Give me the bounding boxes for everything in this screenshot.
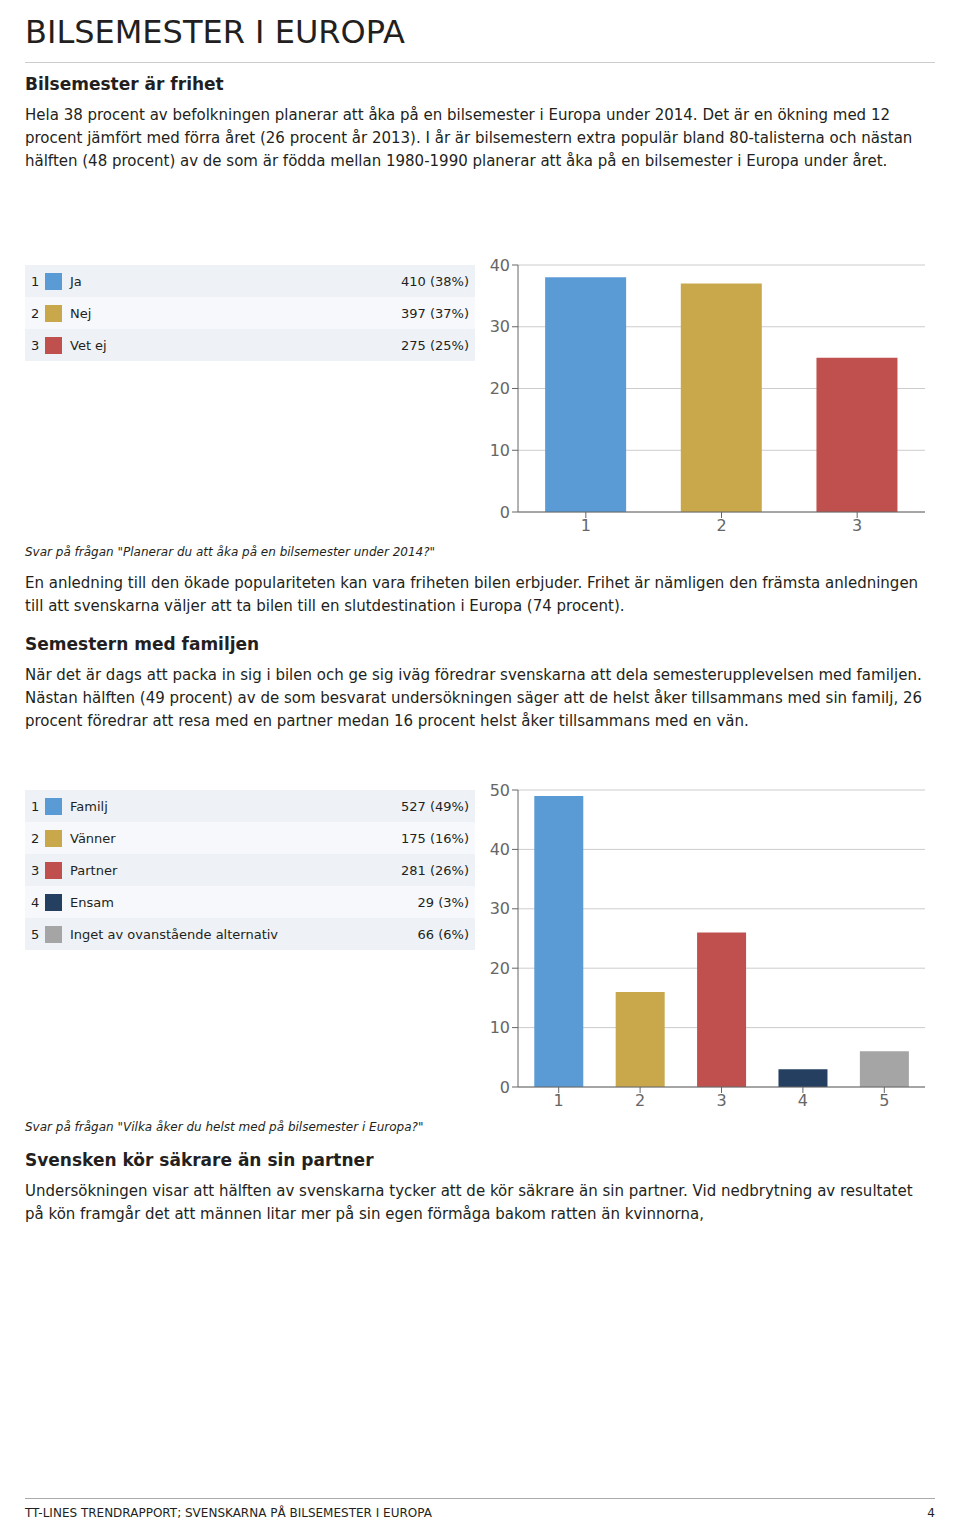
html-text:5: 5 [31, 926, 40, 942]
svg-text:30: 30 [490, 317, 510, 336]
svg-text:1: 1 [581, 516, 591, 535]
html-text:29 (3%): 29 (3%) [417, 894, 469, 910]
svg-text:20: 20 [490, 379, 510, 398]
html-text:281 (26%): 281 (26%) [401, 862, 469, 878]
html-text:4: 4 [927, 1506, 935, 1520]
html-text:Svensken kör säkrare än sin pa: Svensken kör säkrare än sin partner [25, 1150, 374, 1170]
svg-text:10: 10 [490, 1018, 510, 1037]
svg-text:3: 3 [716, 1091, 726, 1110]
html-text:Partner: Partner [70, 862, 118, 878]
svg-text:20: 20 [490, 959, 510, 978]
html-text:Ensam: Ensam [70, 894, 114, 910]
html-text:Nej: Nej [70, 305, 92, 321]
html-text:2: 2 [31, 305, 40, 321]
html-text:3: 3 [31, 862, 40, 878]
html-text:Familj: Familj [70, 798, 108, 814]
svg-text:40: 40 [490, 256, 510, 275]
html-text:Svar på frågan "Planerar du at: Svar på frågan "Planerar du att åka på e… [25, 545, 436, 559]
html-text:En anledning till den ökade po: En anledning till den ökade popularitete… [25, 574, 919, 615]
svg-text:4: 4 [798, 1091, 808, 1110]
svg-text:2: 2 [716, 516, 726, 535]
html-text:BILSEMESTER I EUROPA: BILSEMESTER I EUROPA [25, 13, 405, 51]
html-text:Vet ej: Vet ej [70, 337, 107, 353]
html-text:Undersökningen visar att hälft: Undersökningen visar att hälften av sven… [25, 1182, 913, 1223]
html-text:Inget av ovanstående alternati: Inget av ovanstående alternativ [70, 926, 279, 942]
svg-text:1: 1 [554, 1091, 564, 1110]
svg-text:10: 10 [490, 441, 510, 460]
html-text:175 (16%): 175 (16%) [401, 830, 469, 846]
html-text:Semestern med familjen: Semestern med familjen [25, 634, 260, 654]
html-text:397 (37%): 397 (37%) [401, 305, 469, 321]
html-text:527 (49%): 527 (49%) [401, 798, 469, 814]
html-text:2: 2 [31, 830, 40, 846]
svg-text:3: 3 [852, 516, 862, 535]
html-text:275 (25%): 275 (25%) [401, 337, 469, 353]
html-text:1: 1 [31, 273, 40, 289]
html-text:TT-LINES TRENDRAPPORT; SVENSKA: TT-LINES TRENDRAPPORT; SVENSKARNA PÅ BIL… [25, 1506, 432, 1520]
html-text:Svar på frågan "Vilka åker du: Svar på frågan "Vilka åker du helst med … [25, 1120, 424, 1134]
html-text:Ja: Ja [70, 273, 82, 289]
svg-text:50: 50 [490, 781, 510, 800]
svg-text:0: 0 [500, 503, 510, 522]
svg-text:0: 0 [500, 1078, 510, 1097]
html-text:1: 1 [31, 798, 40, 814]
html-text:410 (38%): 410 (38%) [401, 273, 469, 289]
html-text:3: 3 [31, 337, 40, 353]
html-text:När det är dags att packa in s: När det är dags att packa in sig i bilen… [25, 666, 923, 730]
html-text:66 (6%): 66 (6%) [417, 926, 469, 942]
html-text:Bilsemester är frihet: Bilsemester är frihet [25, 74, 224, 94]
svg-text:40: 40 [490, 840, 510, 859]
html-text:Hela 38 procent av befolkninge: Hela 38 procent av befolkningen planerar… [25, 106, 913, 170]
html-text:4: 4 [31, 894, 40, 910]
svg-text:5: 5 [879, 1091, 889, 1110]
svg-text:30: 30 [490, 899, 510, 918]
html-text:Vänner: Vänner [70, 830, 116, 846]
svg-text:2: 2 [635, 1091, 645, 1110]
